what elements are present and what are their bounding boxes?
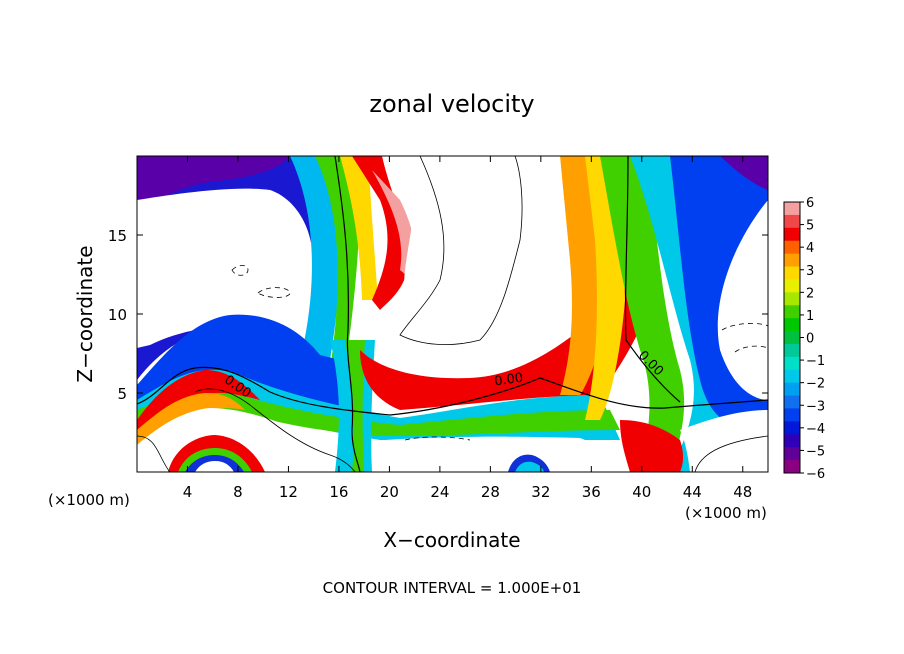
column-red xyxy=(352,156,410,310)
column-pink xyxy=(372,170,416,280)
x-tick-label: 4 xyxy=(183,483,193,501)
colorbar-swatch xyxy=(784,447,800,461)
colorbar-tick-label: −1 xyxy=(806,354,825,369)
x-axis-unit-right: (×1000 m) xyxy=(685,504,767,522)
x-tick-label: 40 xyxy=(632,483,651,501)
x-tick-label: 12 xyxy=(279,483,298,501)
white-lower-right xyxy=(680,410,768,472)
colorbar-tick-label: 1 xyxy=(806,309,814,324)
colorbar-swatch xyxy=(784,356,800,371)
white-right-arc xyxy=(718,240,768,390)
white-upper-middle xyxy=(404,156,566,354)
colorbar-swatch xyxy=(784,227,800,242)
colorbar-swatch xyxy=(784,318,800,332)
colorbar-swatch xyxy=(784,395,800,409)
column-green xyxy=(315,156,361,370)
colorbar-swatch xyxy=(784,343,800,358)
x-tick-label: 16 xyxy=(329,483,348,501)
colorbar-tick-label: 5 xyxy=(806,219,814,234)
colorbar-swatch xyxy=(784,214,800,229)
x-tick-label: 36 xyxy=(582,483,601,501)
band-cyan-right xyxy=(630,156,727,472)
x-tick-label: 24 xyxy=(430,483,449,501)
band-upper-left-core xyxy=(137,156,290,210)
colorbar-swatch xyxy=(784,292,800,306)
cyan-small-blob xyxy=(515,461,544,472)
column-yellow xyxy=(340,156,378,300)
band-blue-right xyxy=(670,156,768,430)
contour-interval-footer: CONTOUR INTERVAL = 1.000E+01 xyxy=(323,579,582,597)
colorbar-tick-label: −4 xyxy=(806,422,825,437)
band-mid-green xyxy=(137,391,620,436)
colorbar-swatch xyxy=(784,202,800,216)
colorbar-tick-label: 3 xyxy=(806,264,814,279)
y-axis-label: Z−coordinate xyxy=(73,245,97,382)
colorbar-swatch xyxy=(784,369,800,384)
warm-blob-left xyxy=(137,370,260,440)
colorbar xyxy=(783,201,801,474)
chart-title: zonal velocity xyxy=(369,90,534,118)
colorbar-tick-label: 2 xyxy=(806,286,814,301)
band-green-right xyxy=(600,156,685,472)
x-axis-ticks: 4 8 12 16 20 24 28 32 36 40 44 48 xyxy=(183,156,752,501)
colorbar-tick-label: −6 xyxy=(806,467,825,482)
colorbar-swatch xyxy=(784,240,800,255)
colorbar-tick-label: −5 xyxy=(806,444,825,459)
colorbar-swatch xyxy=(784,460,800,474)
colorbar-swatch xyxy=(784,382,800,397)
velocity-field xyxy=(137,156,768,472)
y-tick-label: 15 xyxy=(108,227,127,245)
y-axis-ticks: 5 10 15 xyxy=(108,227,768,403)
zero-contours xyxy=(137,156,768,472)
thin-contours xyxy=(137,156,768,472)
y-tick-label: 10 xyxy=(108,306,127,324)
colorbar-swatch xyxy=(784,305,800,319)
band-violet-right xyxy=(720,156,768,190)
x-tick-label: 48 xyxy=(733,483,752,501)
x-axis-label: X−coordinate xyxy=(383,528,520,552)
x-axis-unit-left: (×1000 m) xyxy=(48,491,130,509)
colorbar-tick-label: −2 xyxy=(806,377,825,392)
x-tick-label: 28 xyxy=(481,483,500,501)
dashed-contours xyxy=(231,265,768,441)
x-tick-label: 8 xyxy=(233,483,243,501)
column-cyan xyxy=(290,156,342,360)
colorbar-ticks: 6 5 4 3 2 1 0 −1 −2 −3 −4 −5 −6 xyxy=(800,196,825,482)
white-left-pocket xyxy=(137,188,313,348)
colorbar-tick-label: 0 xyxy=(806,332,814,347)
white-lower-middle xyxy=(380,436,612,472)
colorbar-swatch xyxy=(784,253,800,268)
colorbar-swatch xyxy=(784,266,800,280)
colorbar-tick-label: −3 xyxy=(806,399,825,414)
jet-green xyxy=(345,340,365,472)
red-lower-right xyxy=(620,420,684,472)
y-tick-label: 5 xyxy=(117,385,127,403)
colorbar-swatch xyxy=(784,331,800,345)
colorbar-swatch xyxy=(784,279,800,293)
colorbar-swatch xyxy=(784,421,800,435)
colorbar-swatch xyxy=(784,408,800,422)
x-tick-label: 20 xyxy=(380,483,399,501)
colorbar-tick-label: 6 xyxy=(806,196,814,211)
bottom-arch-core xyxy=(195,461,234,472)
colorbar-tick-label: 4 xyxy=(806,241,814,256)
contour-label: 0.00 xyxy=(493,371,524,390)
x-tick-label: 32 xyxy=(531,483,550,501)
colorbar-swatch xyxy=(784,434,800,448)
band-mid-blue xyxy=(137,314,360,420)
x-tick-label: 44 xyxy=(683,483,702,501)
